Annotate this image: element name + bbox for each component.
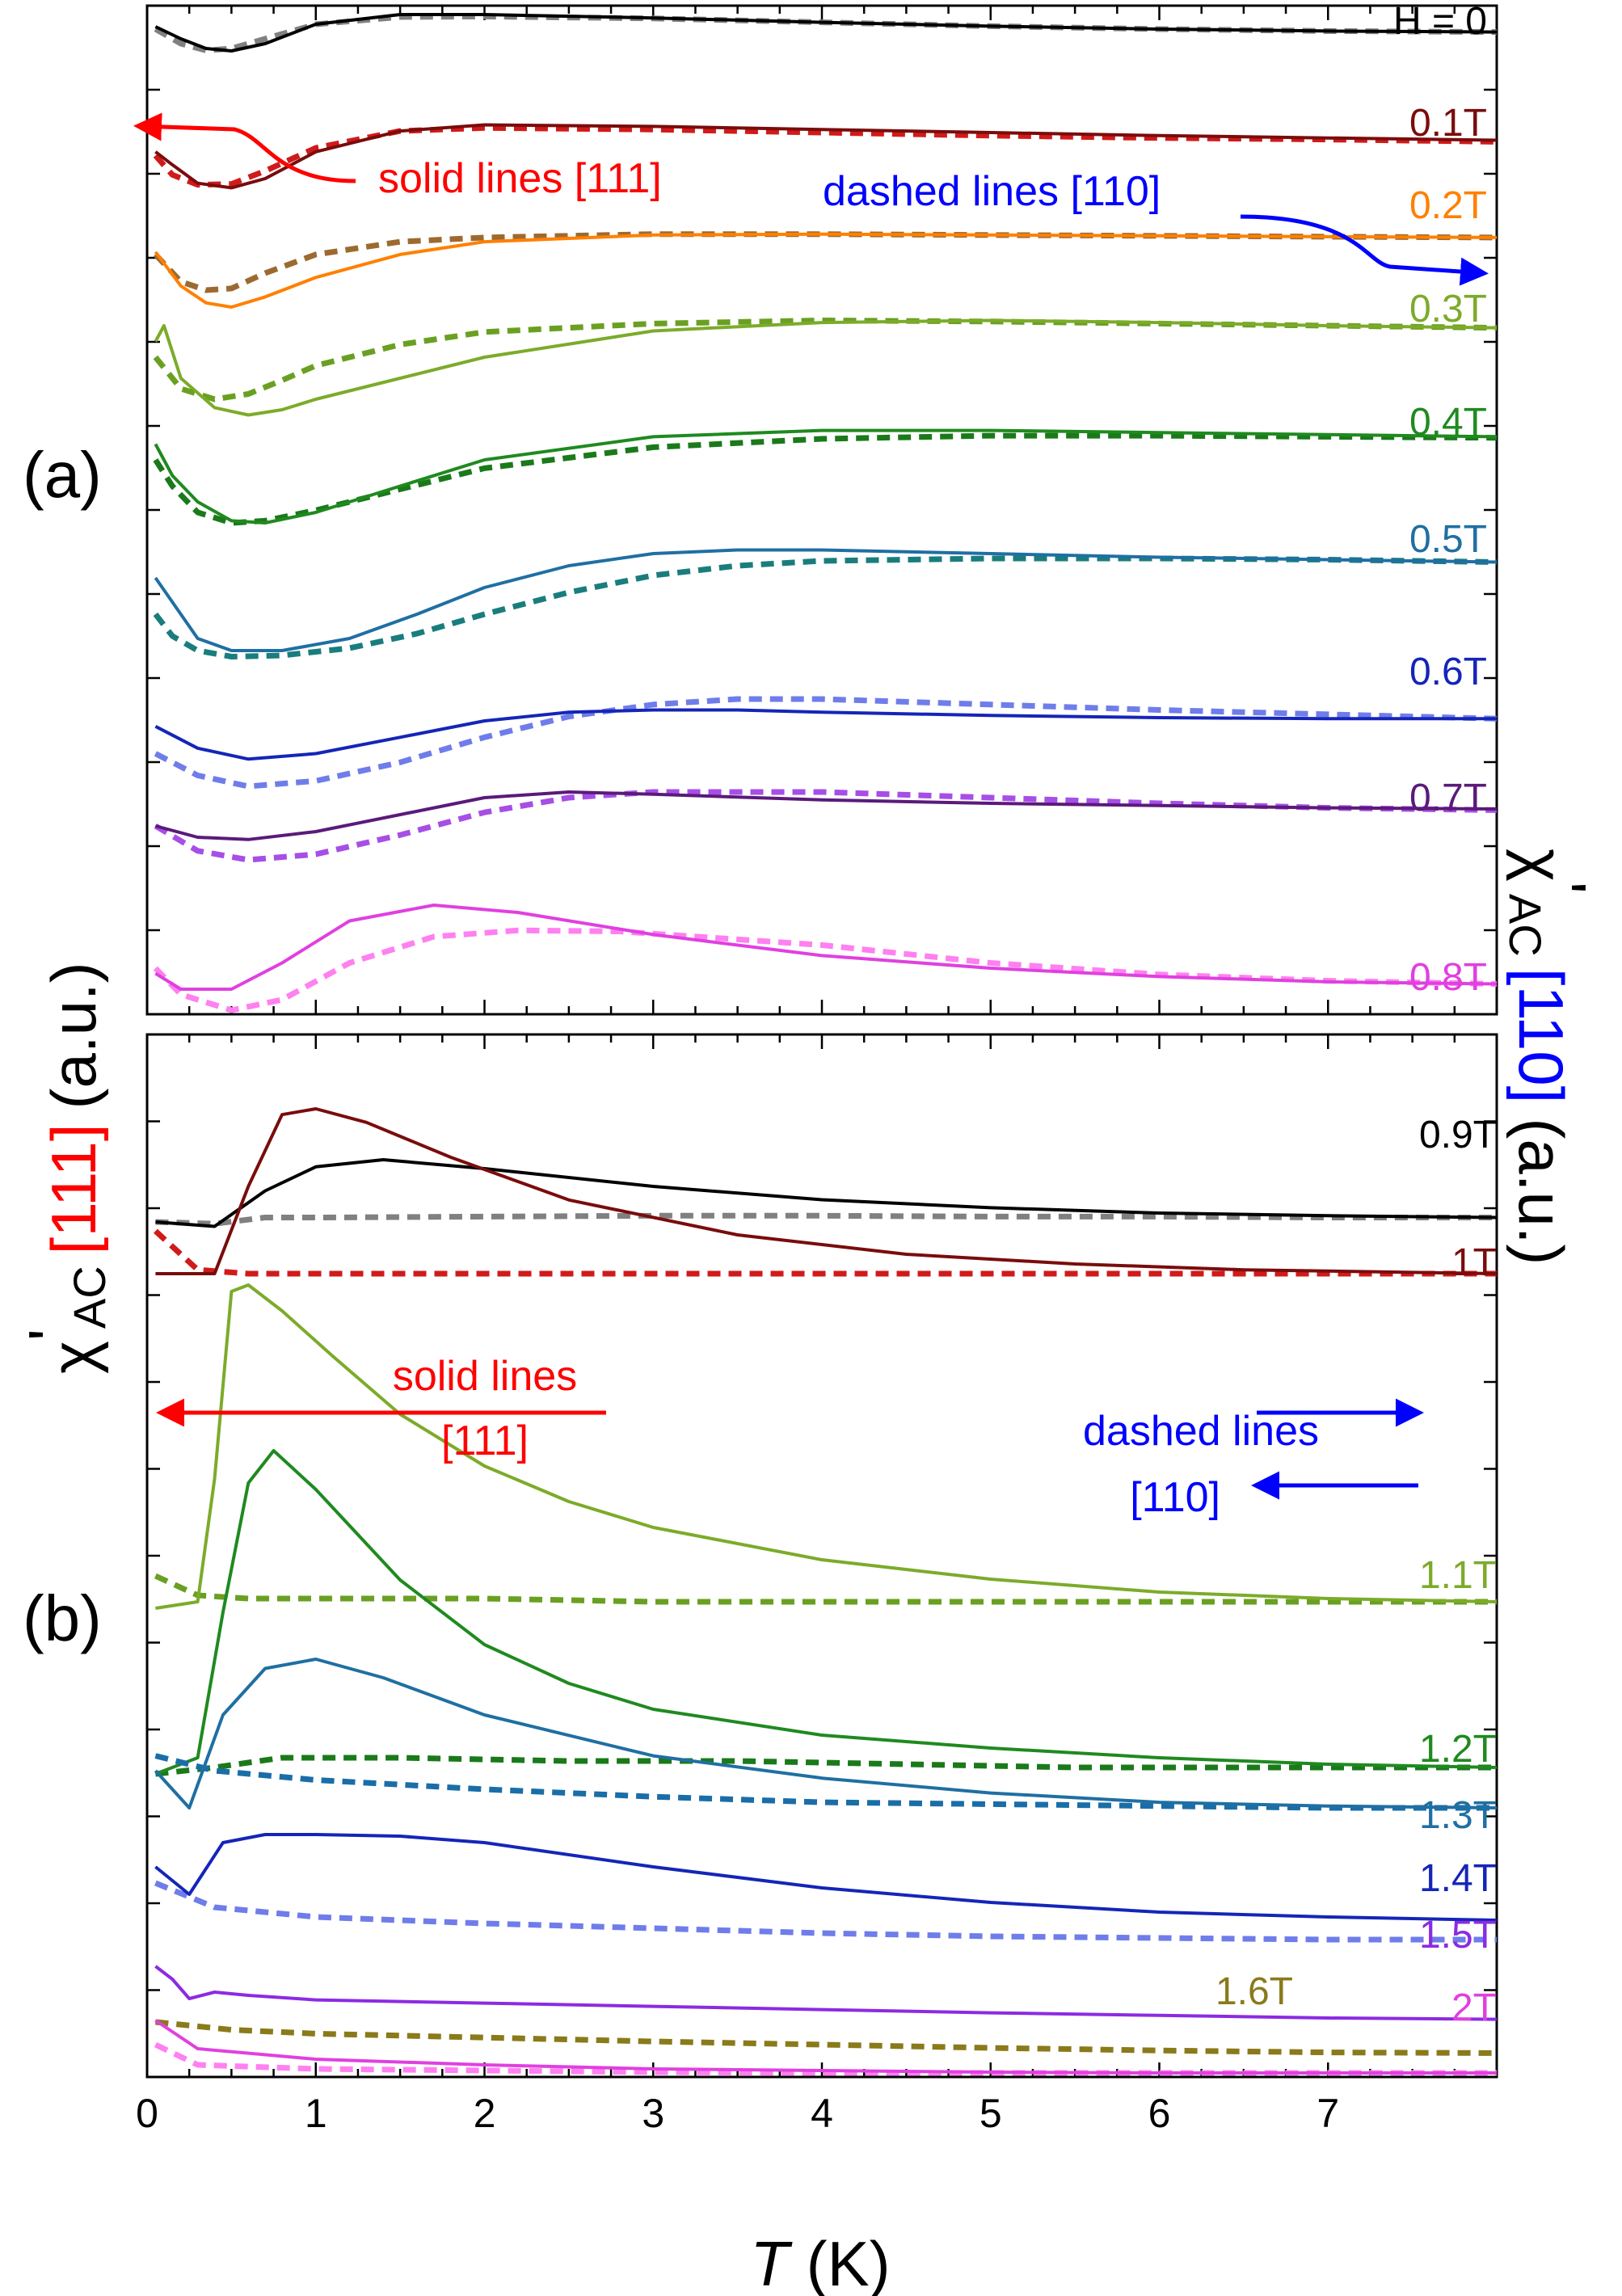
panel-a-label: (a) (23, 439, 102, 511)
series-label: 0.4T (1409, 401, 1487, 444)
series-label: 1.3T (1419, 1794, 1497, 1837)
dashed-curve-110-0p7T (154, 789, 1498, 863)
dashed-curve-110-1p3T (154, 1753, 1497, 1811)
series-label: 0.1T (1409, 102, 1487, 145)
dashed-curve-110-2T (154, 2041, 1497, 2076)
solid-curve-111-0p3T (154, 318, 1498, 417)
series-label: 0.7T (1409, 777, 1487, 819)
panel-a-series-labels: H = 0 0.1T 0.2T 0.3T 0.4T 0.5T 0.6T 0.7T 0.8T (1393, 0, 1487, 999)
panel-a-dashed-annotation: dashed lines [110] (823, 168, 1161, 215)
solid-curve-111-2T (154, 2019, 1497, 2075)
dashed-curve-110-1p2T (155, 1755, 1497, 1777)
solid-curve-111-0p6T (154, 708, 1497, 761)
series-label: 1T (1451, 1241, 1497, 1284)
panel-a-curves (153, 13, 1498, 1013)
solid-curve-111-1p5T (154, 1965, 1498, 2021)
series-label: 1.5T (1419, 1914, 1497, 1957)
series-label: 0.3T (1409, 288, 1487, 331)
dashed-curve-110-0p8T (153, 927, 1498, 1013)
x-tick-label: 6 (1148, 2091, 1171, 2136)
dashed-curve-110-1T (154, 1228, 1497, 1277)
solid-curve-111-0p1T (154, 123, 1498, 190)
dashed-curve-110-0p4T (153, 432, 1498, 526)
series-label: 1.4T (1419, 1857, 1497, 1900)
series-label: 0.6T (1409, 651, 1487, 693)
dashed-curve-110-1p4T (154, 1880, 1497, 1943)
solid-curve-111-0p7T (154, 790, 1498, 841)
series-label: 0.8T (1409, 956, 1487, 999)
dashed-curve-110-0p5T (153, 555, 1498, 659)
x-tick-label: 0 (136, 2091, 158, 2136)
solid-curve-111-0p8T (154, 904, 1498, 991)
series-label: 0.9T (1419, 1114, 1497, 1156)
y-axis-left-label: χ'AC[111](a.u.) (15, 962, 115, 1374)
panel-a-ticks (145, 6, 1498, 1014)
y-axis-right-label: χ'AC[110](a.u.) (1500, 849, 1599, 1265)
dashed-curve-110-0p9T (155, 1212, 1497, 1227)
series-label: 0.2T (1409, 184, 1487, 227)
panel-b-solid-annotation-line2: [111] (441, 1418, 529, 1464)
dashed-curve-110-H0 (154, 13, 1498, 53)
panel-b-dashed-annotation-line2: [110] (1130, 1474, 1220, 1521)
solid-curve-111-1p2T (154, 1449, 1498, 1776)
x-tick-label: 4 (811, 2091, 833, 2136)
x-tick-label: 1 (305, 2091, 327, 2136)
panel-a-dashed-arrow (1240, 214, 1489, 286)
solid-curve-111-0p2T (154, 232, 1498, 309)
series-label: 1.2T (1419, 1728, 1497, 1771)
dashed-curve-110-1p6T (155, 2019, 1498, 2056)
solid-curve-111-0p5T (154, 548, 1498, 652)
panel-a-solid-arrow (133, 112, 356, 183)
series-label: 2T (1451, 1986, 1497, 2029)
series-label: 1.6T (1215, 1970, 1293, 2013)
panel-b-curves (154, 1107, 1498, 2076)
panel-b-label: (b) (23, 1582, 102, 1654)
x-tick-labels: 0 1 2 3 4 5 6 7 (136, 2091, 1339, 2136)
panel-b-series-labels: 0.9T 1T 1.1T 1.2T 1.3T 1.4T 1.5T 1.6T 2T (1215, 1114, 1497, 2029)
series-label: 1.1T (1419, 1554, 1497, 1597)
x-tick-label: 2 (474, 2091, 496, 2136)
solid-curve-111-1p4T (154, 1833, 1498, 1922)
solid-curve-111-1p3T (154, 1658, 1498, 1809)
x-tick-label: 7 (1317, 2091, 1339, 2136)
solid-curve-111-1T (155, 1107, 1498, 1275)
solid-curve-111-H0 (154, 13, 1498, 53)
series-label: 0.5T (1409, 518, 1487, 561)
x-axis-label: T (K) (750, 2228, 890, 2296)
x-tick-label: 3 (642, 2091, 664, 2136)
series-label: H = 0 (1393, 0, 1487, 43)
panel-b-dashed-annotation-line1: dashed lines (1083, 1408, 1319, 1455)
dashed-curve-110-0p2T (153, 231, 1498, 293)
solid-curve-111-0p9T (155, 1158, 1498, 1228)
solid-curve-111-0p4T (154, 428, 1498, 524)
panel-a-solid-annotation: solid lines [111] (378, 155, 662, 202)
x-tick-label: 5 (980, 2091, 1002, 2136)
panel-a-frame (145, 4, 1498, 1016)
panel-b-solid-annotation-line1: solid lines (393, 1353, 577, 1400)
solid-curve-111-1p1T (155, 1283, 1498, 1610)
